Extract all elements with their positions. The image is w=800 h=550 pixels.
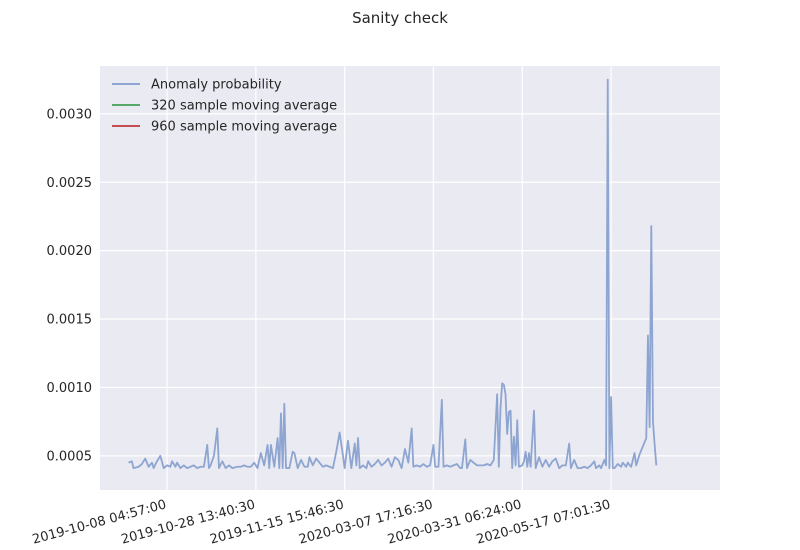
grid-lines <box>100 66 720 490</box>
legend: Anomaly probability 320 sample moving ave… <box>112 78 337 135</box>
y-axis-tick-labels: 0.0005 0.0010 0.0015 0.0020 0.0025 0.0030 <box>47 107 93 464</box>
y-tick-label: 0.0005 <box>47 449 93 464</box>
legend-label: 320 sample moving average <box>151 99 337 114</box>
y-tick-label: 0.0020 <box>47 244 93 259</box>
series-line-0 <box>128 78 658 470</box>
y-tick-label: 0.0030 <box>47 107 93 122</box>
y-tick-label: 0.0025 <box>47 176 93 191</box>
series-lines <box>128 78 658 470</box>
y-tick-label: 0.0015 <box>47 313 93 328</box>
legend-label: Anomaly probability <box>151 78 282 93</box>
chart-title: Sanity check <box>352 9 448 27</box>
legend-label: 960 sample moving average <box>151 120 337 135</box>
y-tick-label: 0.0010 <box>47 381 93 396</box>
plot-area <box>100 66 720 490</box>
